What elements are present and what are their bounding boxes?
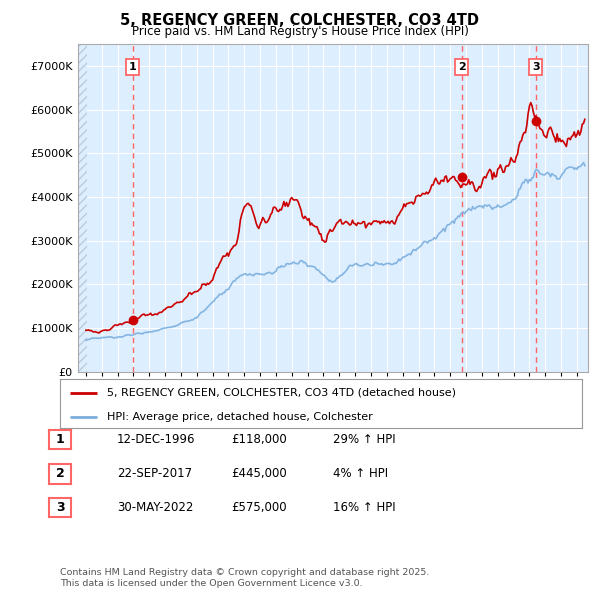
Text: HPI: Average price, detached house, Colchester: HPI: Average price, detached house, Colc… bbox=[107, 412, 373, 422]
Text: £445,000: £445,000 bbox=[231, 467, 287, 480]
Text: Price paid vs. HM Land Registry's House Price Index (HPI): Price paid vs. HM Land Registry's House … bbox=[131, 25, 469, 38]
Text: Contains HM Land Registry data © Crown copyright and database right 2025.: Contains HM Land Registry data © Crown c… bbox=[60, 568, 430, 577]
Text: 4% ↑ HPI: 4% ↑ HPI bbox=[333, 467, 388, 480]
Text: 2: 2 bbox=[458, 62, 466, 72]
Text: 1: 1 bbox=[129, 62, 137, 72]
Text: 29% ↑ HPI: 29% ↑ HPI bbox=[333, 433, 395, 446]
Text: 12-DEC-1996: 12-DEC-1996 bbox=[117, 433, 196, 446]
Text: £118,000: £118,000 bbox=[231, 433, 287, 446]
Text: 22-SEP-2017: 22-SEP-2017 bbox=[117, 467, 192, 480]
Text: 30-MAY-2022: 30-MAY-2022 bbox=[117, 501, 193, 514]
Text: This data is licensed under the Open Government Licence v3.0.: This data is licensed under the Open Gov… bbox=[60, 579, 362, 588]
Text: 16% ↑ HPI: 16% ↑ HPI bbox=[333, 501, 395, 514]
Text: 1: 1 bbox=[56, 433, 64, 446]
Text: 5, REGENCY GREEN, COLCHESTER, CO3 4TD (detached house): 5, REGENCY GREEN, COLCHESTER, CO3 4TD (d… bbox=[107, 388, 456, 398]
Text: 2: 2 bbox=[56, 467, 64, 480]
Text: 3: 3 bbox=[56, 501, 64, 514]
Text: 5, REGENCY GREEN, COLCHESTER, CO3 4TD: 5, REGENCY GREEN, COLCHESTER, CO3 4TD bbox=[121, 13, 479, 28]
Text: £575,000: £575,000 bbox=[231, 501, 287, 514]
Text: 3: 3 bbox=[532, 62, 540, 72]
